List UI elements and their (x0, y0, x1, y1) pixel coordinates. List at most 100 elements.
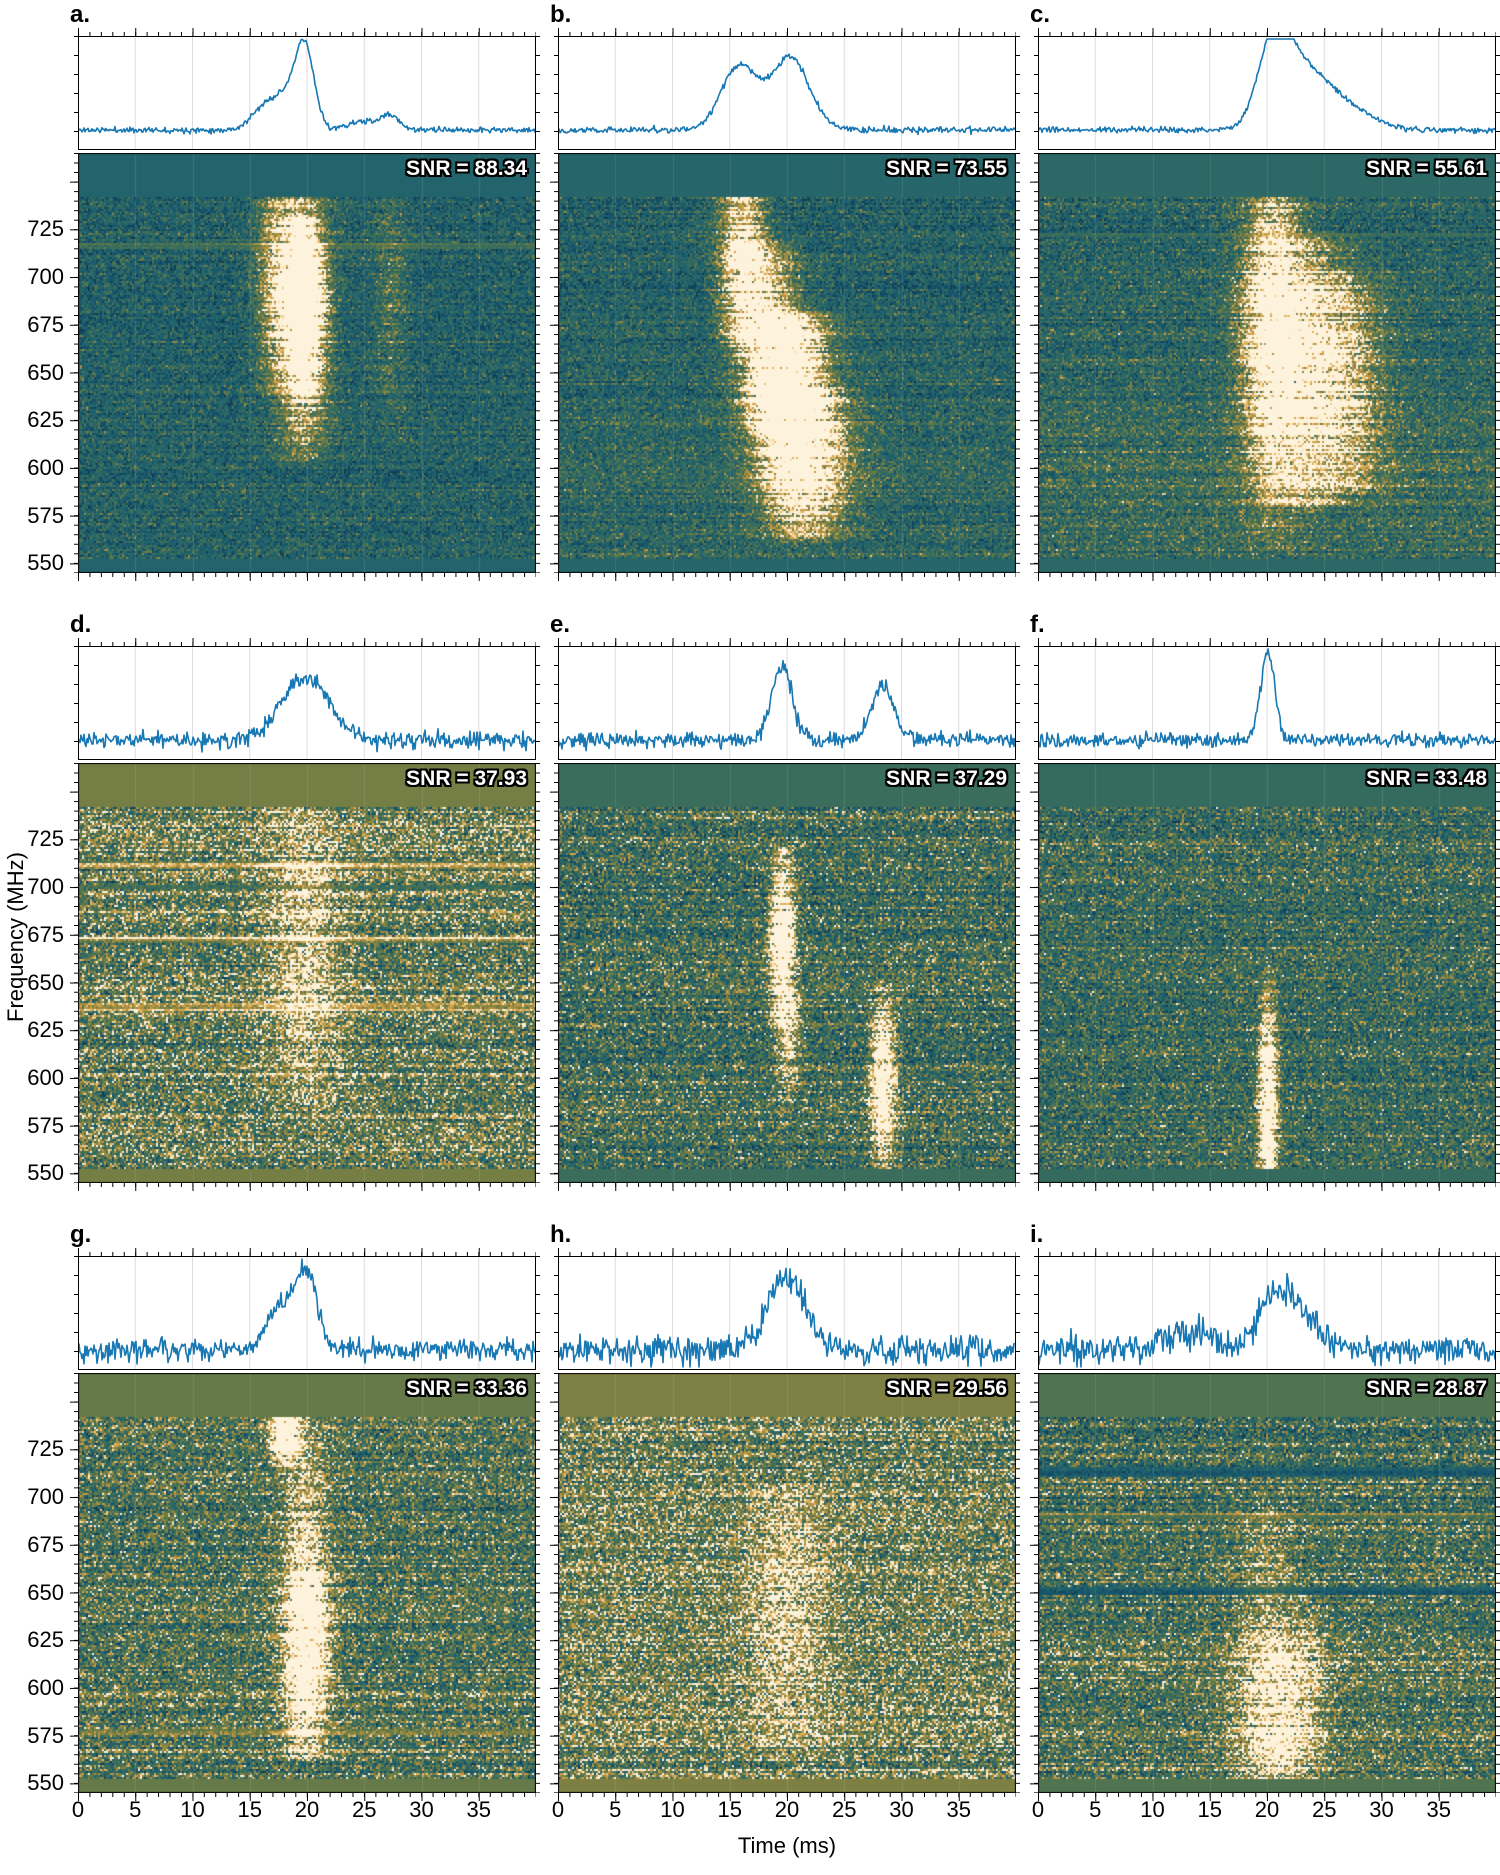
profile-top-major-ticks (78, 638, 536, 646)
x-tick-label: 10 (1140, 1797, 1165, 1822)
plot-border (1038, 1256, 1496, 1370)
waterfall-plot: SNR = 55.61 (1038, 153, 1496, 573)
pulse-profile-line (557, 53, 1016, 136)
waterfall-plot: SNR = 28.87 (1038, 1373, 1496, 1793)
spec-bottom-major-ticks (558, 573, 1016, 581)
y-tick-label: 700 (27, 874, 64, 900)
plot-border (558, 36, 1016, 150)
spec-bottom-major-ticks (78, 1183, 536, 1191)
pulse-profile-plot (77, 1256, 536, 1370)
plot-border (1038, 36, 1496, 150)
pulse-profile-line (557, 1267, 1016, 1368)
x-tick-label: 25 (832, 1797, 857, 1822)
waterfall-canvas (78, 763, 536, 1183)
spec-bottom-minor-ticks (1038, 573, 1496, 577)
x-tick-label: 0 (1031, 1797, 1045, 1822)
waterfall-canvas (558, 763, 1016, 1183)
waterfall-canvas (558, 1373, 1016, 1793)
x-tick-label: 5 (129, 1797, 142, 1822)
x-tick-label: 5 (609, 1797, 622, 1822)
pulse-profile-line (1037, 38, 1496, 135)
spec-left-major-ticks (1030, 1373, 1038, 1793)
profile-right-minor-ticks (536, 36, 540, 150)
x-tick-label: 30 (409, 1797, 434, 1822)
x-tick-label: 35 (946, 1797, 971, 1822)
pulse-profile-line-chart (77, 1256, 536, 1370)
snr-badge: SNR = 33.36 (406, 1377, 527, 1400)
profile-top-major-ticks (78, 28, 536, 36)
snr-badge: SNR = 28.87 (1366, 1377, 1487, 1400)
x-tick-label: 0 (71, 1797, 85, 1822)
pulse-profile-line-chart (1037, 646, 1496, 760)
y-tick-label: 675 (27, 311, 64, 337)
spec-bottom-major-ticks (78, 573, 536, 581)
panel-letter: h. (550, 1221, 572, 1248)
profile-right-minor-ticks (536, 646, 540, 760)
y-tick-label: 575 (27, 1722, 64, 1748)
spec-right-minor-ticks (536, 153, 540, 573)
profile-right-minor-ticks (1496, 1256, 1500, 1370)
pulse-profile-line (557, 659, 1016, 752)
spec-bottom-major-ticks (558, 1793, 1016, 1801)
x-tick-label: 30 (1369, 1797, 1394, 1822)
y-tick-label: 600 (27, 1675, 64, 1700)
panel-letter: d. (70, 611, 92, 638)
spec-right-minor-ticks (1016, 763, 1020, 1183)
waterfall-canvas (1038, 153, 1496, 573)
x-tick-label: 20 (774, 1797, 800, 1822)
spec-bottom-minor-ticks (1038, 1183, 1496, 1187)
spec-right-minor-ticks (1496, 1373, 1500, 1793)
waterfall-canvas (1038, 1373, 1496, 1793)
pulse-profile-line-chart (1037, 36, 1496, 150)
pulse-profile-plot (1037, 646, 1496, 760)
profile-top-major-ticks (558, 1248, 1016, 1256)
pulse-profile-plot (557, 646, 1016, 760)
y-tick-label: 675 (27, 921, 64, 947)
pulse-profile-plot (1037, 1256, 1496, 1370)
spec-left-major-ticks (550, 763, 558, 1183)
x-tick-label: 10 (660, 1797, 685, 1822)
x-tick-label: 10 (180, 1797, 205, 1822)
spec-right-minor-ticks (536, 1373, 540, 1793)
x-axis-title: Time (ms) (737, 1833, 837, 1858)
profile-top-major-ticks (558, 638, 1016, 646)
spec-bottom-minor-ticks (558, 573, 1016, 577)
plot-border (558, 646, 1016, 760)
x-tick-label: 20 (294, 1797, 320, 1822)
spec-bottom-minor-ticks (78, 1183, 536, 1187)
x-tick-label: 25 (1312, 1797, 1337, 1822)
profile-right-minor-ticks (1016, 36, 1020, 150)
waterfall-canvas (78, 1373, 536, 1793)
plot-border (78, 646, 536, 760)
pulse-profile-line (1037, 1272, 1496, 1368)
spec-left-major-ticks (550, 1373, 558, 1793)
panel-f: f. SNR = 33.48 (1030, 611, 1500, 1191)
panel-b: b. SNR = 73.55 (550, 1, 1020, 581)
spec-left-major-ticks (70, 1373, 78, 1793)
panel-letter: b. (550, 1, 572, 28)
spec-bottom-minor-ticks (558, 1793, 1016, 1797)
profile-top-major-ticks (1038, 638, 1496, 646)
snr-badge: SNR = 73.55 (886, 157, 1007, 180)
panel-c: c. SNR = 55.61 (1030, 1, 1500, 581)
panel-g: g. SNR = 33.36 (70, 1221, 540, 1801)
pulse-profile-line (77, 38, 536, 135)
profile-right-minor-ticks (1016, 646, 1020, 760)
spec-bottom-major-ticks (1038, 1183, 1496, 1191)
y-tick-label: 700 (27, 1484, 64, 1510)
waterfall-plot: SNR = 33.48 (1038, 763, 1496, 1183)
y-tick-label: 725 (27, 216, 64, 242)
panel-i: i. SNR = 28.87 (1030, 1221, 1500, 1801)
plot-border (1038, 646, 1496, 760)
spec-left-major-ticks (1030, 153, 1038, 573)
spec-left-major-ticks (1030, 763, 1038, 1183)
plot-border (78, 36, 536, 150)
spec-left-major-ticks (550, 153, 558, 573)
snr-badge: SNR = 37.29 (886, 767, 1007, 790)
profile-right-minor-ticks (1016, 1256, 1020, 1370)
panel-h: h. SNR = 29.56 (550, 1221, 1020, 1801)
panel-letter: i. (1030, 1221, 1044, 1248)
snr-badge: SNR = 33.48 (1366, 767, 1487, 790)
y-tick-label: 675 (27, 1531, 64, 1557)
spec-right-minor-ticks (1016, 1373, 1020, 1793)
